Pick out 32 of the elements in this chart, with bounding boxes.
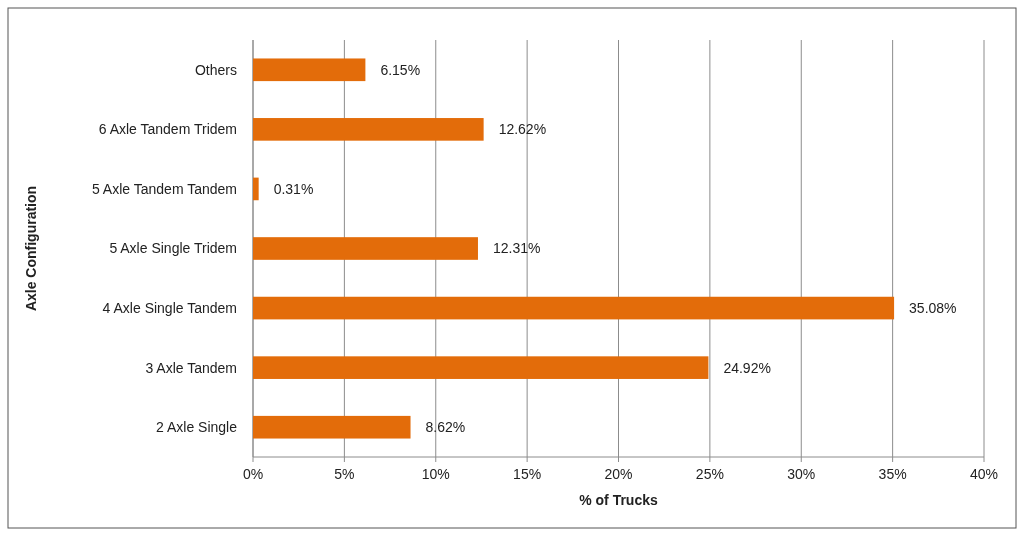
y-axis-title: Axle Configuration (23, 185, 39, 312)
x-tick-label: 10% (421, 466, 450, 482)
bar (253, 177, 259, 201)
data-label: 0.31% (273, 180, 314, 197)
y-tick-label: 6 Axle Tandem Tridem (98, 121, 237, 138)
data-label: 35.08% (909, 299, 957, 316)
x-tick-label: 30% (787, 466, 816, 482)
data-label: 24.92% (723, 359, 771, 376)
y-tick-label: 4 Axle Single Tandem (102, 299, 237, 316)
data-label: 12.62% (498, 121, 547, 138)
bar (253, 118, 484, 141)
bar (253, 356, 709, 379)
x-tick-label: 40% (969, 466, 999, 482)
y-tick-label: 3 Axle Tandem (145, 359, 237, 376)
x-tick-label: 5% (334, 466, 355, 482)
x-axis-title: % of Trucks (579, 492, 658, 508)
y-tick-label: 2 Axle Single (156, 419, 238, 436)
bar (253, 296, 895, 320)
x-tick-label: 0% (242, 466, 264, 482)
bar (253, 237, 478, 260)
data-label: 12.31% (492, 240, 541, 257)
x-tick-label: 35% (878, 466, 907, 482)
bar (253, 58, 366, 82)
y-tick-label: 5 Axle Single Tridem (109, 240, 237, 257)
y-tick-label: Others (194, 61, 237, 78)
data-label: 6.15% (380, 61, 421, 78)
x-tick-label: 20% (604, 466, 633, 482)
data-label: 8.62% (425, 419, 466, 436)
x-tick-label: 15% (513, 466, 542, 482)
bar (253, 415, 411, 439)
x-tick-label: 25% (695, 466, 724, 482)
y-tick-label: 5 Axle Tandem Tandem (91, 180, 237, 197)
